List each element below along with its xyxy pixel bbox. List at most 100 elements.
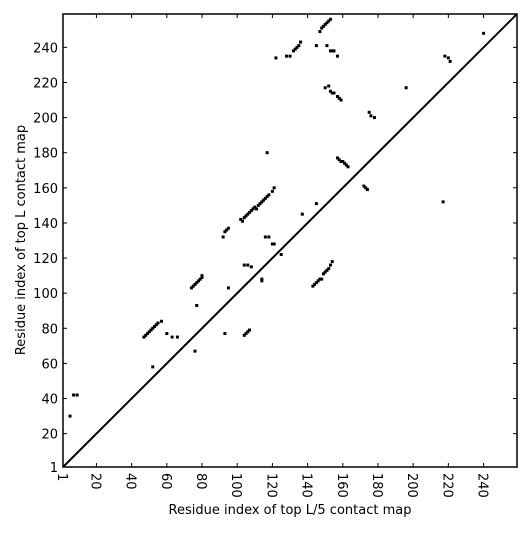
y-tick-label: 60 — [41, 357, 58, 372]
contact-point — [323, 270, 327, 274]
contact-point — [156, 321, 160, 325]
contact-point — [223, 332, 227, 336]
x-tick-label: 240 — [475, 473, 490, 498]
contact-point — [321, 24, 325, 28]
contact-point — [260, 279, 264, 283]
contact-point — [346, 165, 350, 169]
y-tick-label: 240 — [33, 41, 58, 56]
contact-point — [223, 230, 227, 234]
contact-point — [200, 274, 204, 278]
contact-point — [248, 210, 252, 214]
contact-point — [170, 335, 174, 339]
contact-point — [288, 54, 292, 58]
x-tick-label: 200 — [404, 473, 419, 498]
contact-point — [265, 151, 269, 155]
contact-point — [189, 286, 193, 290]
contact-point — [242, 263, 246, 267]
contact-point — [295, 45, 299, 49]
y-axis-label: Residue index of top L contact map — [14, 125, 29, 355]
contact-point — [195, 303, 199, 307]
contact-point — [246, 330, 250, 334]
contact-point — [249, 209, 253, 213]
contact-point — [75, 393, 79, 397]
y-tick-label: 20 — [41, 428, 58, 443]
contact-point — [367, 110, 371, 114]
x-tick-label: 20 — [87, 473, 102, 490]
contact-point — [337, 158, 341, 162]
y-tick-label: 160 — [33, 182, 58, 197]
contact-point — [226, 226, 230, 230]
y-tick-label: 1 — [50, 461, 58, 476]
contact-point — [311, 284, 315, 288]
y-tick-label: 200 — [33, 112, 58, 127]
contact-point — [147, 330, 151, 334]
contact-point — [325, 44, 329, 48]
contact-point — [260, 200, 264, 204]
contact-point — [328, 89, 332, 93]
contact-point — [165, 332, 169, 336]
contact-point — [226, 286, 230, 290]
contact-point — [330, 260, 334, 264]
contact-point — [299, 40, 303, 44]
contact-point — [68, 414, 72, 418]
contact-point — [328, 17, 332, 21]
contact-point — [314, 281, 318, 285]
contact-point — [258, 202, 262, 206]
contact-point — [327, 267, 331, 271]
contact-point — [262, 198, 266, 202]
contact-point — [142, 335, 146, 339]
contact-point — [482, 31, 486, 35]
contact-point — [336, 54, 340, 58]
contact-point — [314, 44, 318, 48]
contact-point — [240, 219, 244, 223]
contact-point — [325, 268, 329, 272]
contact-point — [244, 214, 248, 218]
plot-frame — [62, 13, 518, 468]
contact-point — [196, 279, 200, 283]
contact-point — [320, 277, 324, 281]
x-tick-label: 40 — [123, 473, 138, 490]
contact-point — [191, 284, 195, 288]
contact-point — [328, 263, 332, 267]
contact-point — [316, 279, 320, 283]
contact-point — [344, 163, 348, 167]
contact-point — [336, 156, 340, 160]
x-tick-label: 60 — [158, 473, 173, 490]
contact-point — [145, 332, 149, 336]
contact-point — [313, 282, 317, 286]
contact-point — [272, 242, 276, 246]
contact-point — [263, 196, 267, 200]
contact-point — [330, 91, 334, 95]
y-tick-label: 220 — [33, 76, 58, 91]
contact-point — [255, 207, 259, 211]
contact-point — [151, 365, 155, 369]
x-tick-label: 160 — [334, 473, 349, 498]
contact-point — [272, 186, 276, 190]
contact-point — [154, 323, 158, 327]
contact-point — [251, 207, 255, 211]
x-tick-label: 100 — [228, 473, 243, 498]
contact-point — [270, 189, 274, 193]
y-tick-label: 80 — [41, 322, 58, 337]
contact-point — [337, 96, 341, 100]
contact-point — [193, 349, 197, 353]
contact-point — [153, 325, 157, 329]
contact-point — [72, 393, 76, 397]
contact-point — [256, 203, 260, 207]
contact-point — [242, 333, 246, 337]
contact-point — [364, 186, 368, 190]
contact-point — [327, 19, 331, 23]
contact-point — [248, 328, 252, 332]
contact-point — [365, 188, 369, 192]
y-tick-label: 180 — [33, 147, 58, 162]
contact-point — [270, 242, 274, 246]
contact-point — [151, 326, 155, 330]
y-tick-label: 140 — [33, 217, 58, 232]
y-tick-label: 120 — [33, 252, 58, 267]
contact-point — [293, 47, 297, 51]
contact-point — [318, 277, 322, 281]
contact-point — [144, 333, 148, 337]
contact-point — [323, 23, 327, 27]
y-tick-label: 100 — [33, 287, 58, 302]
